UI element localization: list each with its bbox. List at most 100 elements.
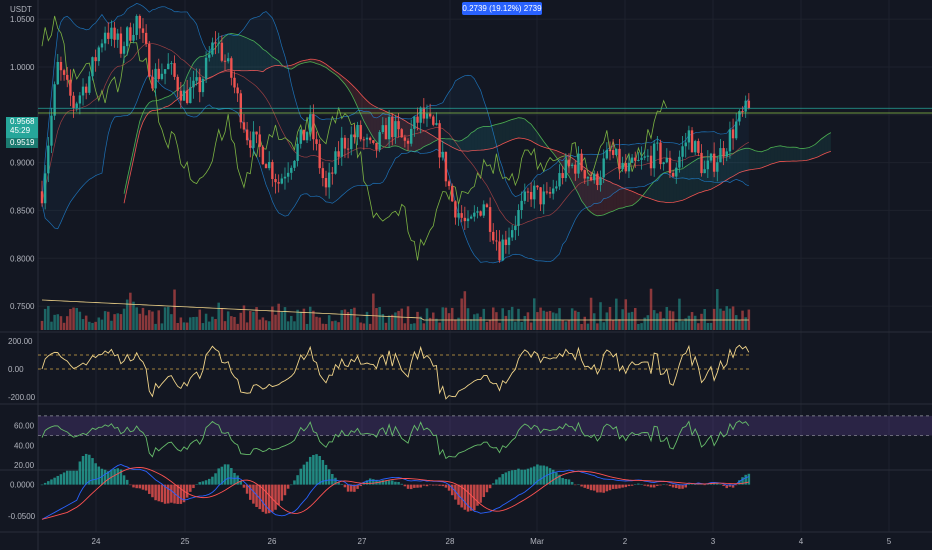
- macd-histogram-bar: [602, 484, 605, 493]
- macd-histogram-bar: [129, 484, 132, 486]
- macd-histogram-bar: [432, 484, 435, 486]
- volume-bar: [296, 309, 299, 330]
- candle-body: [350, 134, 353, 150]
- volume-bar: [605, 312, 609, 330]
- macd-histogram-bar: [738, 480, 741, 485]
- macd-histogram-bar: [170, 484, 173, 503]
- rsi-pane[interactable]: [38, 415, 932, 460]
- candle-body: [362, 139, 366, 141]
- candlesticks[interactable]: [40, 14, 751, 263]
- volume-bar: [479, 316, 482, 330]
- axis-tick-label: 0.8500: [10, 206, 35, 215]
- cloud-segment: [496, 123, 500, 147]
- macd-histogram-bar: [182, 484, 186, 503]
- volume-bar: [217, 302, 220, 330]
- cloud-segment: [758, 151, 762, 169]
- macd-histogram-bar: [605, 484, 609, 492]
- cloud-segment: [297, 61, 301, 66]
- cloud-segment: [692, 160, 696, 196]
- macd-histogram-bar: [144, 484, 148, 491]
- candle-body: [261, 146, 265, 165]
- volume-bar: [100, 319, 104, 330]
- cloud-segment: [499, 122, 503, 146]
- cloud-segment: [632, 191, 636, 206]
- macd-histogram-bar: [394, 481, 397, 485]
- candle-body: [116, 33, 119, 40]
- volume-bar: [539, 307, 542, 330]
- volume-bar: [220, 308, 224, 330]
- cloud-segment: [332, 68, 336, 75]
- macd-histogram-bar: [214, 473, 217, 485]
- candle-body: [126, 27, 129, 47]
- macd-line: [41, 464, 750, 520]
- axis-tick-label: 0.7500: [10, 302, 35, 311]
- cloud-segment: [755, 150, 759, 170]
- cloud-segment: [512, 118, 516, 140]
- macd-histogram-bar: [476, 484, 479, 506]
- candle-body: [122, 46, 126, 54]
- volume-bar: [586, 323, 590, 330]
- volume-bar: [40, 320, 44, 330]
- candle-body: [151, 76, 154, 89]
- axis-tick-label: 40.00: [14, 441, 35, 450]
- cloud-segment: [723, 155, 727, 182]
- volume-bar: [731, 306, 735, 330]
- cloud-segment: [288, 65, 292, 70]
- volume-bar: [624, 299, 628, 330]
- cloud-segment: [821, 136, 825, 156]
- cloud-segment: [521, 118, 525, 139]
- volume-bar: [308, 306, 312, 330]
- volume-bar: [277, 303, 280, 330]
- candle-body: [245, 129, 249, 141]
- macd-histogram-bar: [135, 484, 138, 489]
- price-lines: [38, 107, 932, 114]
- macd-histogram-bar: [589, 484, 593, 491]
- volume-bar: [649, 288, 653, 330]
- volume-bar: [192, 316, 195, 330]
- volume-bar: [463, 291, 467, 330]
- macd-histogram-bar: [460, 484, 463, 508]
- volume-bar: [615, 298, 618, 330]
- candle-body: [586, 177, 590, 179]
- cloud-segment: [234, 33, 238, 71]
- axis-tick-label: 3: [711, 537, 716, 546]
- cloud-segment: [688, 162, 693, 198]
- candle-body: [397, 121, 400, 130]
- macd-histogram-bar: [514, 469, 517, 485]
- cloud-segment: [417, 127, 421, 151]
- cloud-segment: [761, 150, 765, 168]
- candle-body: [337, 151, 340, 157]
- axis-tick-label: -200.00: [8, 393, 36, 402]
- cloud-segment: [127, 164, 131, 189]
- cloud-segment: [269, 53, 273, 68]
- macd-histogram-bar: [687, 483, 691, 485]
- macd-pane[interactable]: [40, 453, 751, 520]
- candle-body: [425, 113, 429, 119]
- macd-histogram-bar: [72, 470, 75, 485]
- volume-bar: [406, 306, 410, 330]
- candle-body: [277, 182, 280, 184]
- volume-bar: [290, 315, 293, 330]
- macd-histogram-bar: [302, 464, 306, 485]
- candle-body: [662, 162, 665, 165]
- candle-body: [40, 191, 44, 204]
- volume-bar: [561, 320, 564, 330]
- macd-histogram-bar: [255, 484, 258, 508]
- candle-body: [47, 145, 50, 174]
- candle-body: [593, 173, 596, 181]
- volume-bar: [438, 322, 441, 330]
- volume-bar: [255, 307, 258, 330]
- cloud-segment: [802, 148, 806, 161]
- macd-histogram-bar: [574, 484, 577, 486]
- volume-bar: [703, 308, 706, 330]
- macd-histogram-bar: [207, 478, 211, 485]
- candle-body: [249, 140, 252, 148]
- volume-bar: [138, 313, 142, 330]
- macd-histogram-bar: [630, 484, 634, 486]
- macd-histogram-bar: [334, 477, 337, 485]
- macd-histogram-bar: [125, 479, 129, 485]
- cci-pane[interactable]: [38, 344, 752, 400]
- volume-bar: [346, 311, 350, 330]
- candle-body: [59, 61, 63, 71]
